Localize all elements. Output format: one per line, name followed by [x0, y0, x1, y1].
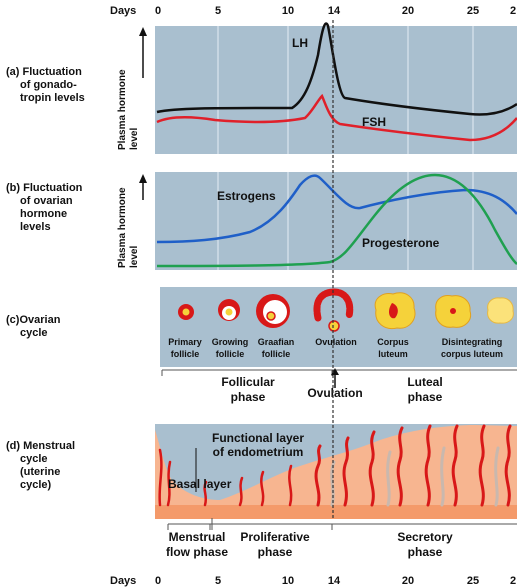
bottom-axis-tick-5: 25	[467, 575, 479, 587]
top-axis-tick-2: 10	[282, 5, 294, 17]
progesterone-series-label: Progesterone	[362, 236, 440, 250]
stage-disintegrating-line-2: corpus luteum	[441, 349, 503, 359]
top-axis-tick-1: 5	[215, 5, 221, 17]
panel-b-line-4: levels	[20, 221, 51, 233]
stage-corpus-luteum-line-2: luteum	[378, 349, 408, 359]
bottom-axis-tick-6: 2	[510, 575, 516, 587]
panel-d-label: (d) Menstrual cycle (uterine cycle)	[6, 440, 118, 492]
panel-d-line-1: Menstrual	[23, 440, 76, 452]
uterine-phase-bracket	[167, 518, 517, 530]
bottom-axis-tick-1: 5	[215, 575, 221, 587]
menstrual-phase-line-2: flow phase	[166, 545, 228, 559]
panel-d-line-3: (uterine	[20, 466, 61, 478]
bottom-axis-tick-0: 0	[155, 575, 161, 587]
top-axis-tick-5: 25	[467, 5, 479, 17]
panel-c-line-2: cycle	[20, 327, 48, 339]
follicular-phase-line-2: phase	[231, 390, 266, 404]
lh-curve	[156, 22, 517, 116]
ovulation-phase-label: Ovulation	[307, 386, 362, 400]
functional-layer-label-line-2: of endometrium	[213, 445, 304, 459]
growing-follicle-icon	[218, 299, 240, 321]
primary-follicle-icon	[178, 304, 194, 320]
top-axis-tick-6: 2	[510, 5, 516, 17]
panel-a-ylabel-line-2: level	[129, 128, 140, 150]
functional-layer	[155, 425, 517, 519]
spiral-arteries	[158, 424, 512, 507]
stage-ovulation: Ovulation	[315, 337, 357, 347]
graafian-follicle-icon	[256, 294, 290, 328]
bottom-axis-label: Days	[110, 575, 136, 587]
menstrual-phase-line-1: Menstrual	[169, 530, 226, 544]
panel-b-ylabel-line-1: Plasma hormone	[117, 187, 128, 268]
panel-a-ylabel-line-1: Plasma hormone	[117, 69, 128, 150]
stage-corpus-luteum-line-1: Corpus	[377, 337, 409, 347]
stage-growing-follicle-line-1: Growing	[212, 337, 249, 347]
ovulation-pointer-arrowhead	[331, 368, 339, 375]
estrogens-curve	[156, 174, 517, 244]
panel-b-line-2: of ovarian	[20, 195, 73, 207]
panel-b-yaxis-arrowhead	[139, 174, 147, 183]
panel-c-letter: (c)	[6, 314, 20, 326]
proliferative-phase-line-2: phase	[258, 545, 293, 559]
basal-layer	[155, 505, 517, 519]
panel-a-line-2: of gonado-	[20, 79, 77, 91]
fsh-series-label: FSH	[362, 115, 386, 129]
fsh-curve	[156, 93, 517, 142]
panel-a-line-3: tropin levels	[20, 92, 85, 104]
stage-primary-follicle-line-2: follicle	[171, 349, 200, 359]
secretory-phase-line-2: phase	[408, 545, 443, 559]
basal-layer-label: Basal layer	[168, 477, 232, 491]
proliferative-phase-line-1: Proliferative	[240, 530, 310, 544]
luteal-phase-line-2: phase	[408, 390, 443, 404]
lh-series-label: LH	[292, 36, 308, 50]
ovulation-icon	[313, 288, 354, 332]
panel-c-plot: Primary follicle Growing follicle Graafi…	[160, 287, 517, 367]
panel-a-yaxis-arrowhead	[139, 27, 147, 36]
estrogens-series-label: Estrogens	[217, 189, 276, 203]
regressed-corpus-luteum-icon	[487, 297, 514, 324]
top-day-axis: Days 0 5 10 14 20 25 2	[110, 5, 516, 17]
luteal-phase-line-1: Luteal	[407, 375, 442, 389]
stage-graafian-follicle-line-1: Graafian	[258, 337, 295, 347]
panel-b-background	[155, 172, 517, 270]
stage-primary-follicle-line-1: Primary	[168, 337, 202, 347]
panel-c-line-1: Ovarian	[19, 314, 61, 326]
functional-layer-label-line-1: Functional layer	[212, 431, 304, 445]
top-axis-tick-4: 20	[402, 5, 414, 17]
panel-a-label: (a) Fluctuation of gonado- tropin levels	[6, 66, 118, 105]
progesterone-curve	[156, 173, 517, 268]
panel-b-line-3: hormone	[20, 208, 68, 220]
panel-a-letter: (a)	[6, 66, 20, 78]
top-axis-tick-0: 0	[155, 5, 161, 17]
stage-graafian-follicle-line-2: follicle	[262, 349, 291, 359]
disintegrating-corpus-luteum-icon	[435, 295, 472, 328]
stage-disintegrating-line-1: Disintegrating	[442, 337, 503, 347]
panel-b-letter: (b)	[6, 182, 21, 194]
top-axis-label: Days	[110, 5, 136, 17]
panel-c-label: (c)Ovarian cycle	[6, 314, 118, 340]
corpus-luteum-icon	[374, 292, 416, 330]
ovarian-phase-bracket	[161, 369, 517, 376]
bottom-axis-tick-2: 10	[282, 575, 294, 587]
secretory-phase-line-1: Secretory	[397, 530, 453, 544]
bottom-axis-tick-3: 14	[328, 575, 341, 587]
panel-a-plot: Plasma hormone level LH FSH	[117, 22, 517, 154]
top-axis-tick-3: 14	[328, 5, 341, 17]
panel-d-plot: Functional layer of endometrium Basal la…	[155, 424, 517, 519]
panel-d-line-4: cycle)	[20, 479, 52, 491]
panel-b-label: (b) Fluctuation of ovarian hormone level…	[6, 182, 118, 234]
panel-b-line-1: Fluctuation	[23, 182, 83, 194]
follicular-phase-line-1: Follicular	[221, 375, 275, 389]
panel-d-letter: (d)	[6, 440, 21, 452]
panel-b-plot: Plasma hormone level Estrogens Progester…	[117, 172, 517, 270]
panel-d-line-2: cycle	[20, 453, 48, 465]
panel-a-line-1: Fluctuation	[22, 66, 82, 78]
bottom-day-axis: Days 0 5 10 14 20 25 2	[110, 575, 516, 587]
panel-b-ylabel-line-2: level	[129, 246, 140, 268]
bottom-axis-tick-4: 20	[402, 575, 414, 587]
panel-a-background	[155, 26, 517, 154]
stage-growing-follicle-line-2: follicle	[216, 349, 245, 359]
